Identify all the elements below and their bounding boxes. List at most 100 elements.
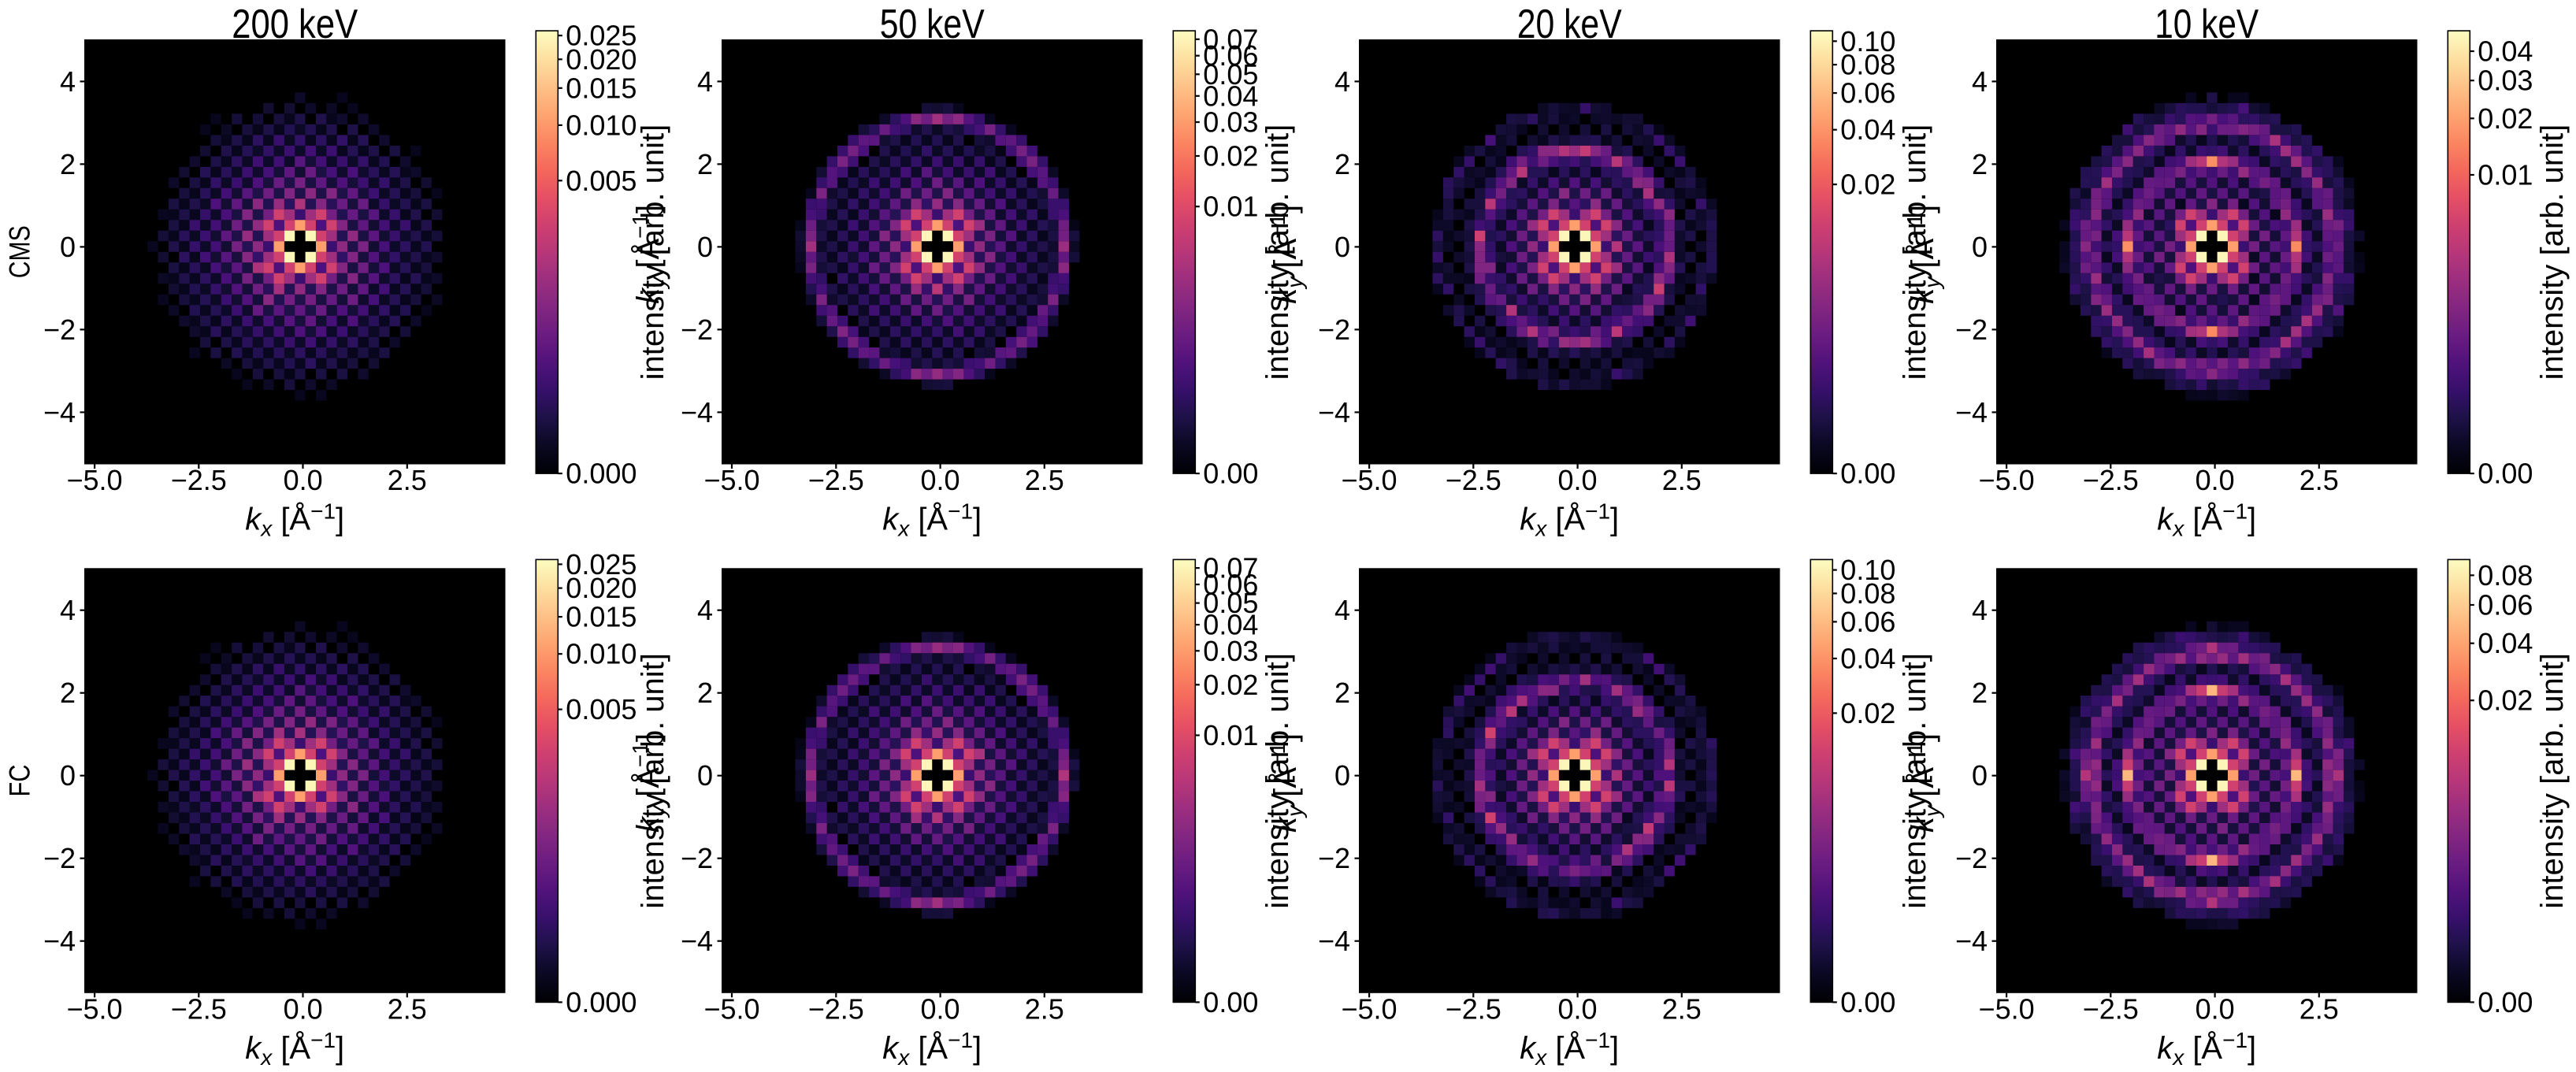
svg-text:kx [Å−1]: kx [Å−1]: [245, 499, 344, 541]
svg-text:0.020: 0.020: [566, 572, 637, 604]
svg-text:0.03: 0.03: [2478, 65, 2533, 97]
svg-text:−5.0: −5.0: [1979, 464, 2035, 496]
svg-text:−5.0: −5.0: [66, 464, 122, 496]
svg-text:0.04: 0.04: [1840, 113, 1895, 146]
svg-text:−4: −4: [43, 396, 76, 428]
svg-text:FC: FC: [4, 765, 36, 797]
svg-text:kx [Å−1]: kx [Å−1]: [882, 499, 982, 541]
svg-text:−2.5: −2.5: [1446, 464, 1501, 496]
svg-text:−2.5: −2.5: [2083, 992, 2139, 1025]
svg-text:0.010: 0.010: [566, 109, 637, 141]
svg-text:intensity [arb. unit]: intensity [arb. unit]: [1260, 124, 1295, 380]
svg-text:0.00: 0.00: [1203, 458, 1258, 490]
svg-text:kx [Å−1]: kx [Å−1]: [1520, 1028, 1619, 1070]
svg-text:0.0: 0.0: [1557, 992, 1597, 1025]
svg-text:2: 2: [1334, 148, 1350, 180]
svg-text:0.04: 0.04: [1203, 80, 1258, 112]
svg-text:2.5: 2.5: [388, 992, 427, 1025]
svg-text:kx [Å−1]: kx [Å−1]: [245, 1028, 344, 1070]
svg-text:4: 4: [1972, 594, 1988, 626]
svg-text:−5.0: −5.0: [1341, 992, 1397, 1025]
svg-text:0.04: 0.04: [1840, 643, 1895, 675]
svg-text:0.01: 0.01: [2478, 159, 2533, 191]
svg-text:ky [Å−1]: ky [Å−1]: [1265, 205, 1307, 304]
svg-text:0.020: 0.020: [566, 43, 637, 76]
svg-text:0.0: 0.0: [2196, 992, 2235, 1025]
svg-text:0.025: 0.025: [566, 548, 637, 581]
svg-text:−5.0: −5.0: [703, 992, 759, 1025]
svg-text:0.06: 0.06: [2478, 589, 2533, 621]
svg-text:−2: −2: [1955, 842, 1988, 874]
svg-text:2.5: 2.5: [2299, 992, 2339, 1025]
svg-text:−4: −4: [1318, 925, 1350, 957]
svg-text:2.5: 2.5: [1662, 464, 1702, 496]
svg-text:2: 2: [697, 148, 713, 180]
svg-text:−5.0: −5.0: [1341, 464, 1397, 496]
svg-text:−2: −2: [681, 842, 713, 874]
svg-text:20 keV: 20 keV: [1517, 2, 1622, 47]
svg-text:2: 2: [60, 148, 76, 180]
svg-text:0.08: 0.08: [1840, 577, 1895, 610]
svg-text:−2: −2: [1955, 313, 1988, 346]
svg-text:−2: −2: [1318, 313, 1350, 346]
svg-text:0.02: 0.02: [1203, 140, 1258, 172]
svg-text:0: 0: [1972, 759, 1988, 792]
svg-text:0.05: 0.05: [1203, 58, 1258, 91]
svg-text:kx [Å−1]: kx [Å−1]: [2157, 499, 2256, 541]
svg-text:0.0: 0.0: [920, 464, 960, 496]
svg-text:0.000: 0.000: [566, 458, 637, 490]
svg-text:−2: −2: [681, 313, 713, 346]
svg-text:2: 2: [60, 677, 76, 709]
svg-text:0.0: 0.0: [2196, 464, 2235, 496]
svg-text:ky [Å−1]: ky [Å−1]: [1265, 733, 1307, 833]
svg-text:0: 0: [60, 759, 76, 792]
svg-text:0.02: 0.02: [2478, 102, 2533, 135]
svg-text:−5.0: −5.0: [66, 992, 122, 1025]
svg-text:kx [Å−1]: kx [Å−1]: [2157, 1028, 2256, 1070]
svg-text:ky [Å−1]: ky [Å−1]: [1902, 205, 1944, 304]
svg-text:0.10: 0.10: [1840, 554, 1895, 586]
svg-text:0.04: 0.04: [2478, 35, 2533, 68]
svg-text:0.000: 0.000: [566, 986, 637, 1018]
svg-text:−2.5: −2.5: [808, 464, 864, 496]
svg-text:0.10: 0.10: [1840, 25, 1895, 57]
svg-text:ky [Å−1]: ky [Å−1]: [628, 733, 670, 833]
svg-text:4: 4: [60, 65, 76, 98]
svg-text:−4: −4: [681, 925, 713, 957]
svg-text:0.07: 0.07: [1203, 23, 1258, 55]
svg-text:kx [Å−1]: kx [Å−1]: [882, 1028, 982, 1070]
svg-text:intensity [arb. unit]: intensity [arb. unit]: [636, 653, 670, 909]
svg-text:0.07: 0.07: [1203, 552, 1258, 584]
svg-text:0.02: 0.02: [1203, 669, 1258, 701]
svg-text:4: 4: [1334, 65, 1350, 98]
svg-text:0.02: 0.02: [1840, 169, 1895, 201]
svg-text:0.00: 0.00: [1840, 458, 1895, 490]
svg-text:ky [Å−1]: ky [Å−1]: [628, 205, 670, 304]
svg-text:0.00: 0.00: [2478, 458, 2533, 490]
svg-text:−4: −4: [1955, 396, 1988, 428]
svg-text:0: 0: [1334, 231, 1350, 263]
svg-text:−4: −4: [1318, 396, 1350, 428]
svg-text:0.06: 0.06: [1840, 606, 1895, 638]
svg-text:0.03: 0.03: [1203, 635, 1258, 667]
svg-text:200 keV: 200 keV: [232, 2, 358, 47]
svg-text:intensity [arb. unit]: intensity [arb. unit]: [2535, 653, 2570, 909]
svg-text:intensity [arb. unit]: intensity [arb. unit]: [1260, 653, 1295, 909]
svg-text:0.06: 0.06: [1203, 569, 1258, 601]
svg-text:intensity [arb. unit]: intensity [arb. unit]: [2535, 124, 2570, 380]
svg-text:0: 0: [697, 231, 713, 263]
svg-text:0.02: 0.02: [1840, 697, 1895, 729]
svg-text:−5.0: −5.0: [1979, 992, 2035, 1025]
svg-text:4: 4: [697, 594, 713, 626]
svg-text:0.00: 0.00: [1840, 986, 1895, 1018]
svg-text:0.015: 0.015: [566, 601, 637, 633]
svg-text:−4: −4: [1955, 925, 1988, 957]
svg-text:10 keV: 10 keV: [2155, 2, 2259, 47]
svg-text:0.0: 0.0: [1557, 464, 1597, 496]
svg-text:0: 0: [1972, 231, 1988, 263]
svg-text:4: 4: [697, 65, 713, 98]
svg-text:−2.5: −2.5: [171, 464, 227, 496]
svg-text:0.06: 0.06: [1840, 77, 1895, 109]
svg-text:0.04: 0.04: [1203, 609, 1258, 641]
svg-text:2.5: 2.5: [1025, 464, 1064, 496]
